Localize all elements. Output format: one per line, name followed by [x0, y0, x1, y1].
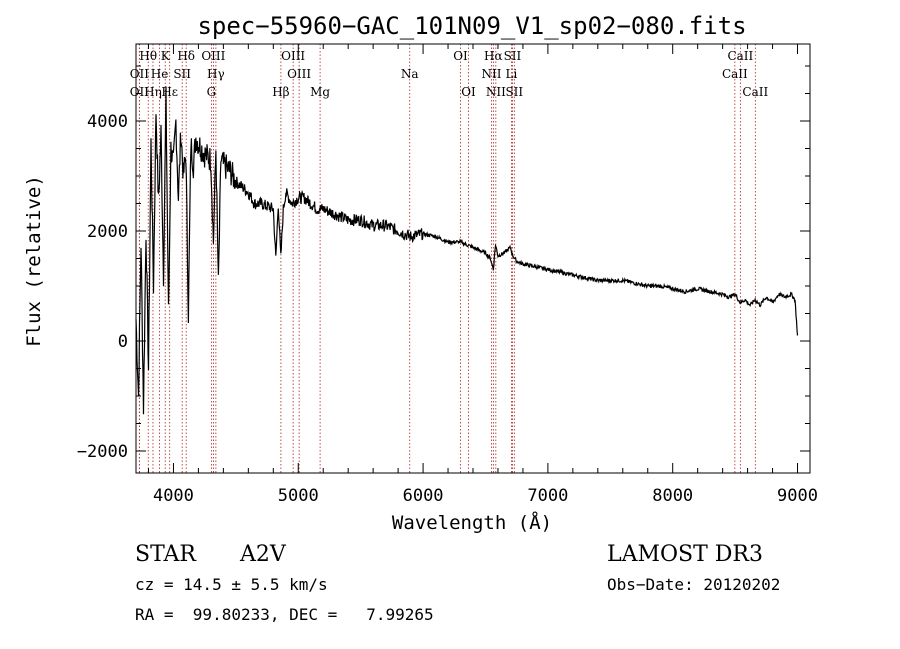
line-label-0: Hθ: [139, 49, 157, 63]
x-axis-label: Wavelength (Å): [392, 511, 552, 534]
line-label-14: OIII: [287, 67, 311, 81]
line-label-10: Hγ: [207, 67, 225, 81]
x-tick-label: 5000: [278, 486, 319, 506]
chart-title: spec−55960−GAC_101N09_V1_sp02−080.fits: [197, 12, 746, 40]
line-label-11: G: [207, 85, 217, 99]
y-tick-label: 2000: [87, 222, 128, 242]
y-tick-label: 0: [118, 332, 128, 352]
line-label-2: OII: [130, 85, 150, 99]
line-label-4: He: [151, 67, 169, 81]
y-axis-ticks: −2000 0 2000 4000: [77, 65, 810, 462]
survey-name: LAMOST DR3: [607, 542, 763, 567]
x-tick-label: 6000: [403, 486, 444, 506]
obs-date: Obs−Date: 20120202: [607, 575, 780, 594]
y-tick-label: 4000: [87, 112, 128, 132]
plot-frame: [135, 43, 811, 474]
coordinates: RA = 99.80233, DEC = 7.99265: [135, 605, 434, 624]
x-tick-label: 9000: [777, 486, 818, 506]
spectrum-line: [135, 86, 799, 415]
line-label-6: Hε: [161, 85, 178, 99]
line-label-19: Hα: [484, 49, 503, 63]
line-label-26: CaII: [722, 67, 748, 81]
line-label-13: OIII: [281, 49, 305, 63]
line-label-17: OI: [453, 49, 468, 63]
line-label-21: NII: [486, 85, 506, 99]
x-tick-label: 4000: [153, 486, 194, 506]
object-class: STAR: [135, 542, 197, 567]
line-label-24: SII: [505, 85, 523, 99]
line-label-15: Mg: [310, 85, 330, 99]
line-label-1: OII: [130, 67, 150, 81]
line-label-25: CaII: [727, 49, 753, 63]
emission-line-markers: [138, 44, 756, 473]
plot-border: [135, 43, 811, 474]
line-label-12: Hβ: [272, 85, 289, 99]
line-label-16: Na: [401, 67, 419, 81]
line-label-7: SII: [173, 67, 191, 81]
line-label-20: NII: [481, 67, 501, 81]
object-subclass: A2V: [239, 542, 287, 567]
x-tick-label: 7000: [527, 486, 568, 506]
line-label-27: CaII: [742, 85, 768, 99]
y-tick-label: −2000: [77, 442, 128, 462]
line-label-9: OIII: [201, 49, 225, 63]
line-label-18: OI: [461, 85, 476, 99]
x-tick-label: 8000: [652, 486, 693, 506]
line-label-3: Hη: [144, 85, 162, 99]
line-label-22: SII: [504, 49, 522, 63]
y-axis-label: Flux (relative): [23, 175, 45, 347]
x-axis-ticks: 4000 5000 6000 7000 8000 9000: [147, 44, 818, 506]
line-label-5: K: [161, 49, 171, 63]
line-label-8: Hδ: [177, 49, 195, 63]
redshift-cz: cz = 14.5 ± 5.5 km/s: [135, 575, 328, 594]
line-label-23: Li: [506, 67, 518, 81]
